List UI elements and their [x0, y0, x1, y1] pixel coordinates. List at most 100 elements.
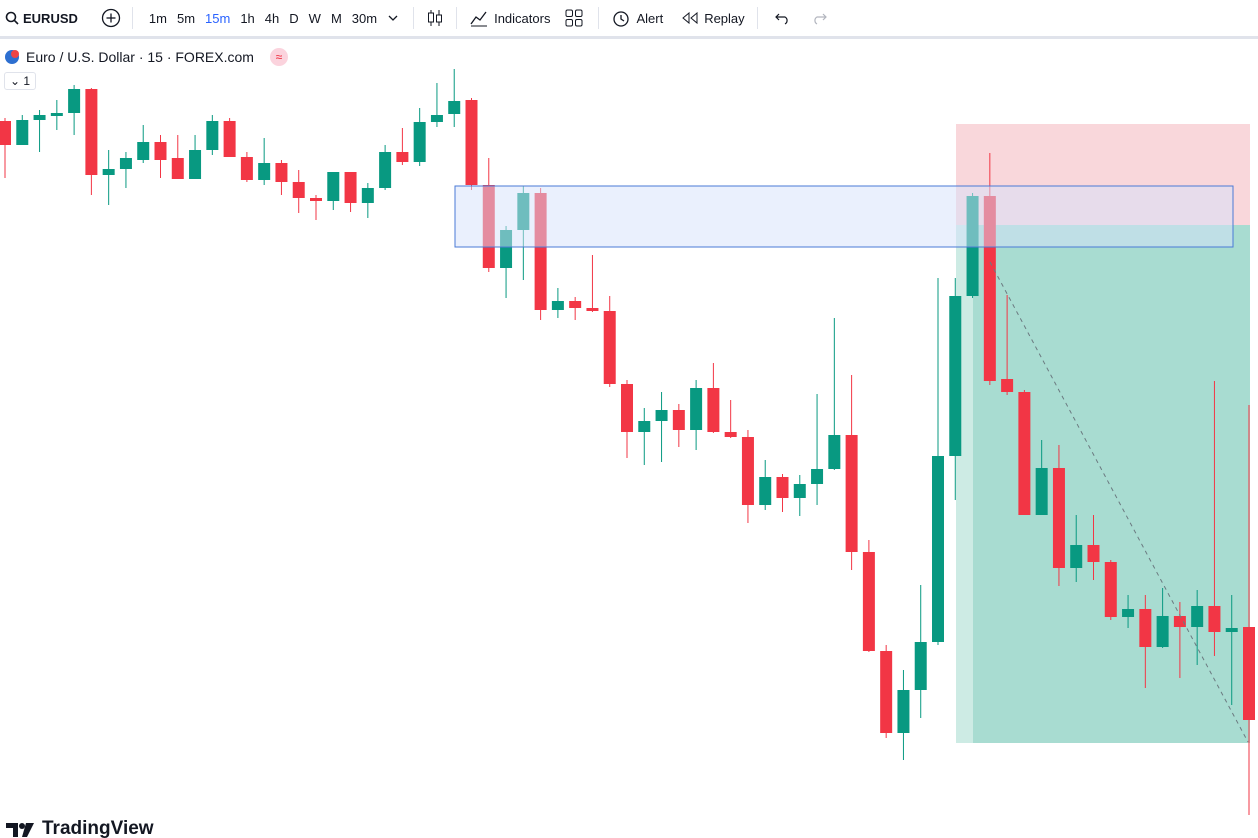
candle-body [465, 100, 478, 185]
replay-label: Replay [704, 10, 745, 26]
candle-body [119, 158, 132, 169]
candle-body [102, 169, 115, 175]
candle-body [793, 484, 806, 498]
candle-body [1018, 392, 1031, 515]
replay-icon [682, 11, 698, 25]
interval-button[interactable]: 1m [148, 10, 167, 26]
candle-body [68, 89, 81, 113]
legend-title: Euro / U.S. Dollar · 15 · FOREX.com [26, 49, 254, 65]
legend: Euro / U.S. Dollar · 15 · FOREX.com ≈ [4, 48, 288, 66]
candle-body [258, 163, 271, 180]
logo-text: TradingView [42, 818, 154, 838]
candle-body [1139, 609, 1152, 647]
candle-body [396, 152, 409, 162]
candle-body [1035, 468, 1048, 515]
candle-body [811, 469, 824, 484]
interval-dropdown[interactable] [387, 12, 399, 24]
candle-body [154, 142, 167, 160]
candle-body [1173, 616, 1186, 627]
candle-body [828, 435, 841, 469]
candle-body [33, 115, 46, 120]
search-icon [5, 11, 19, 25]
candle-body [1052, 468, 1065, 568]
candle-body [672, 410, 685, 430]
candle-body [379, 152, 392, 188]
candle-body [1191, 606, 1204, 627]
candle-body [361, 188, 374, 203]
symbol-search[interactable]: EURUSD [0, 0, 83, 36]
candle-body [551, 301, 564, 310]
interval-button[interactable]: M [330, 10, 342, 26]
interval-button[interactable]: D [289, 10, 299, 26]
market-status[interactable]: ≈ [269, 48, 288, 66]
interval-button[interactable]: 1h [240, 10, 255, 26]
candle-body [171, 158, 184, 179]
supply-zone [454, 185, 1234, 248]
separator [413, 7, 415, 29]
candle-body [344, 172, 357, 203]
candle-body [862, 552, 875, 651]
candle-body [949, 296, 962, 456]
candle-body [1070, 545, 1083, 568]
indicators-label: Indicators [494, 10, 551, 26]
candle-body [327, 172, 340, 201]
logo: TradingView [6, 818, 154, 838]
interval-button[interactable]: W [308, 10, 321, 26]
candle-body [914, 642, 927, 690]
candle-body [137, 142, 150, 160]
candle-body [1225, 628, 1238, 632]
alert-icon [613, 11, 630, 27]
interval-button[interactable]: 30m [351, 10, 378, 26]
candle-body [1087, 545, 1100, 562]
interval-button[interactable]: 4h [264, 10, 280, 26]
indicators-button[interactable]: Indicators [463, 9, 556, 27]
candle-body [724, 432, 737, 437]
candle-body [430, 115, 443, 122]
candle-body [638, 421, 651, 432]
candle-body [413, 122, 426, 162]
candle-body [897, 690, 910, 733]
take-profit-zone [956, 225, 1250, 743]
symbol: EURUSD [23, 10, 78, 26]
candle-body [621, 384, 633, 432]
add-icon [101, 8, 121, 28]
candle-body [0, 121, 11, 145]
separator [456, 7, 458, 29]
candle-body [880, 651, 893, 733]
chart [0, 69, 1255, 815]
candle-body [1208, 606, 1221, 632]
compare-button[interactable] [83, 0, 126, 36]
candle-body [1156, 616, 1169, 647]
replay-button[interactable]: Replay [675, 11, 750, 26]
pane-toggle[interactable]: ⌄ 1 [4, 72, 37, 90]
chart-type-button[interactable] [424, 7, 446, 29]
toolbar: EURUSD 1m 5m 15m 1h 4h D W M 30m Indicators Aler… [0, 0, 1258, 39]
candle-body [85, 89, 98, 175]
redo-button[interactable] [810, 11, 828, 25]
candle-body [275, 163, 288, 182]
interval-button[interactable]: 15m [205, 10, 231, 26]
candle-body [189, 150, 202, 179]
candle-body [223, 121, 236, 157]
candle-body [206, 121, 219, 150]
candle-body [1001, 379, 1014, 392]
candle-body [448, 101, 461, 114]
candle-body [603, 311, 616, 384]
separator [598, 7, 600, 29]
candle-body [569, 301, 582, 308]
candle-body [16, 120, 29, 145]
separator [131, 7, 133, 29]
undo-button[interactable] [774, 11, 792, 25]
candle-body [1122, 609, 1135, 617]
candle-body [310, 198, 322, 201]
interval-button[interactable]: 5m [176, 10, 196, 26]
layouts-button[interactable] [564, 8, 584, 28]
candle-body [932, 456, 944, 642]
candle-body [586, 308, 599, 311]
alert-button[interactable]: Alert [605, 8, 669, 28]
candle-body [655, 410, 668, 421]
intervals: 1m 5m 15m 1h 4h D W M 30m [139, 0, 387, 36]
candle-body [690, 388, 703, 430]
logo-icon [6, 823, 34, 837]
